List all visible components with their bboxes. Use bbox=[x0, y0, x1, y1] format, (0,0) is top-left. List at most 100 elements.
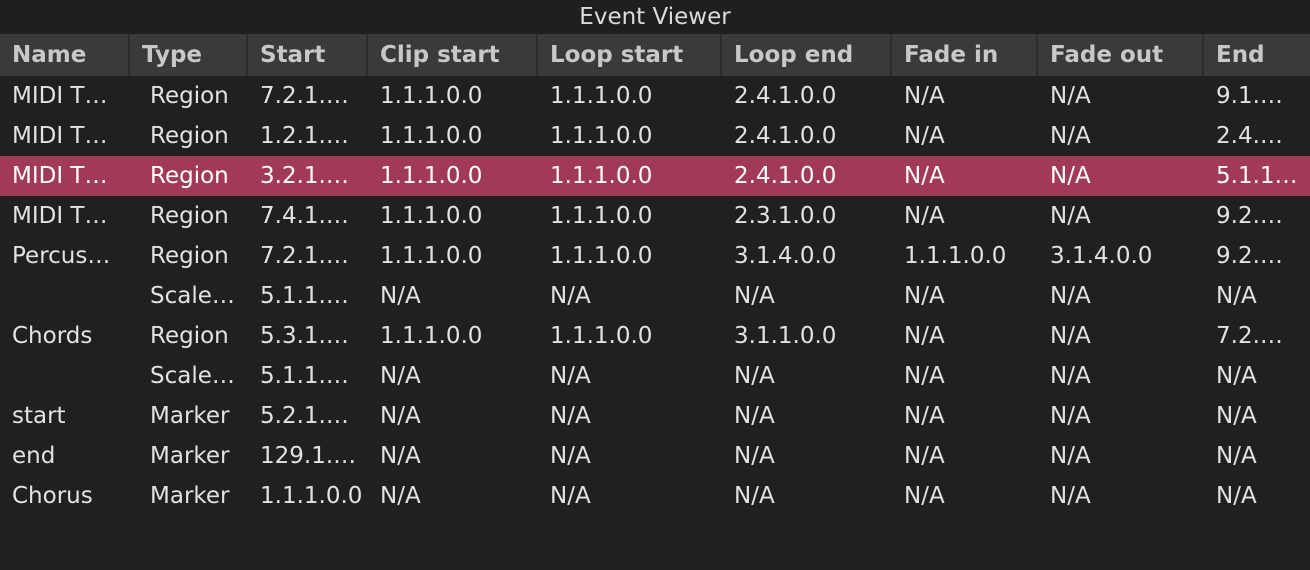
clip-start-cell: 1.1.1.0.0 bbox=[380, 243, 483, 269]
fade-out-cell: N/A bbox=[1050, 123, 1091, 149]
clip-start-cell: 1.1.1.0.0 bbox=[380, 83, 483, 109]
loop-start-cell: N/A bbox=[550, 363, 591, 389]
table-row[interactable]: Scale… 5.1.1.… N/A N/A N/A N/A N/A N/A bbox=[0, 276, 1310, 316]
start-cell: 5.1.1.… bbox=[260, 283, 349, 309]
start-cell: 7.2.1.… bbox=[260, 83, 349, 109]
fade-in-cell: 1.1.1.0.0 bbox=[904, 243, 1007, 269]
type-cell: Scale… bbox=[150, 283, 235, 309]
table-row[interactable]: Scale… 5.1.1.… N/A N/A N/A N/A N/A N/A bbox=[0, 356, 1310, 396]
end-cell: N/A bbox=[1216, 483, 1257, 509]
loop-start-cell: 1.1.1.0.0 bbox=[550, 323, 653, 349]
loop-start-cell: N/A bbox=[550, 403, 591, 429]
table-row[interactable]: MIDI T… Region 3.2.1.… 1.1.1.0.0 1.1.1.0.0 2.… bbox=[0, 156, 1310, 196]
fade-in-cell: N/A bbox=[904, 363, 945, 389]
fade-in-cell: N/A bbox=[904, 203, 945, 229]
loop-end-cell: N/A bbox=[734, 483, 775, 509]
column-header-fade-in[interactable]: Fade in bbox=[892, 34, 1038, 76]
clip-start-cell: 1.1.1.0.0 bbox=[380, 123, 483, 149]
column-header-end[interactable]: End bbox=[1216, 42, 1265, 68]
table-row[interactable]: end Marker 129.1.… N/A N/A N/A N/A N/A N/A bbox=[0, 436, 1310, 476]
loop-start-cell: 1.1.1.0.0 bbox=[550, 83, 653, 109]
type-cell: Scale… bbox=[150, 363, 235, 389]
table-row[interactable]: MIDI T… Region 7.2.1.… 1.1.1.0.0 1.1.1.0.0 2.… bbox=[0, 76, 1310, 116]
end-cell: 9.2.… bbox=[1216, 203, 1283, 229]
name-cell: Chorus bbox=[12, 483, 93, 509]
end-cell: 9.1.… bbox=[1216, 83, 1283, 109]
name-cell: MIDI T… bbox=[12, 83, 108, 109]
column-header-loop-start[interactable]: Loop start bbox=[538, 34, 722, 76]
type-cell: Region bbox=[150, 323, 229, 349]
fade-in-cell: N/A bbox=[904, 323, 945, 349]
clip-start-cell: N/A bbox=[380, 443, 421, 469]
type-cell: Region bbox=[150, 163, 229, 189]
column-header-clip-start[interactable]: Clip start bbox=[368, 34, 538, 76]
table-row[interactable]: Chords Region 5.3.1.… 1.1.1.0.0 1.1.1.0.0 3.1… bbox=[0, 316, 1310, 356]
end-cell: N/A bbox=[1216, 443, 1257, 469]
type-cell: Region bbox=[150, 123, 229, 149]
name-cell: MIDI T… bbox=[12, 203, 108, 229]
start-cell: 1.1.1.0.0 bbox=[260, 483, 363, 509]
clip-start-cell: N/A bbox=[380, 363, 421, 389]
clip-start-cell: N/A bbox=[380, 483, 421, 509]
loop-end-cell: N/A bbox=[734, 403, 775, 429]
fade-in-cell: N/A bbox=[904, 403, 945, 429]
start-cell: 1.2.1.… bbox=[260, 123, 349, 149]
clip-start-cell: N/A bbox=[380, 283, 421, 309]
clip-start-cell: 1.1.1.0.0 bbox=[380, 163, 483, 189]
loop-end-cell: 2.4.1.0.0 bbox=[734, 123, 837, 149]
table-row[interactable]: Percus… Region 7.2.1.… 1.1.1.0.0 1.1.1.0.0 3.… bbox=[0, 236, 1310, 276]
fade-in-cell: N/A bbox=[904, 123, 945, 149]
loop-start-cell: 1.1.1.0.0 bbox=[550, 243, 653, 269]
loop-end-cell: 2.3.1.0.0 bbox=[734, 203, 837, 229]
start-cell: 5.1.1.… bbox=[260, 363, 349, 389]
end-cell: N/A bbox=[1216, 363, 1257, 389]
name-cell: end bbox=[12, 443, 56, 469]
column-header-fade-out[interactable]: Fade out bbox=[1038, 34, 1204, 76]
end-cell: 5.1.1… bbox=[1216, 163, 1298, 189]
loop-start-cell: N/A bbox=[550, 443, 591, 469]
fade-out-cell: N/A bbox=[1050, 323, 1091, 349]
table-body: MIDI T… Region 7.2.1.… 1.1.1.0.0 1.1.1.0.0 2.… bbox=[0, 76, 1310, 516]
type-cell: Region bbox=[150, 83, 229, 109]
clip-start-cell: 1.1.1.0.0 bbox=[380, 203, 483, 229]
fade-out-cell: N/A bbox=[1050, 403, 1091, 429]
table-row[interactable]: start Marker 5.2.1.… N/A N/A N/A N/A N/A N/A bbox=[0, 396, 1310, 436]
loop-end-cell: 2.4.1.0.0 bbox=[734, 83, 837, 109]
clip-start-cell: 1.1.1.0.0 bbox=[380, 323, 483, 349]
fade-in-cell: N/A bbox=[904, 483, 945, 509]
loop-end-cell: 3.1.1.0.0 bbox=[734, 323, 837, 349]
type-cell: Marker bbox=[150, 403, 230, 429]
fade-out-cell: N/A bbox=[1050, 363, 1091, 389]
loop-start-cell: 1.1.1.0.0 bbox=[550, 163, 653, 189]
loop-start-cell: N/A bbox=[550, 283, 591, 309]
fade-out-cell: 3.1.4.0.0 bbox=[1050, 243, 1153, 269]
loop-start-cell: N/A bbox=[550, 483, 591, 509]
name-cell: Chords bbox=[12, 323, 93, 349]
loop-start-cell: 1.1.1.0.0 bbox=[550, 123, 653, 149]
end-cell: 9.2.… bbox=[1216, 243, 1283, 269]
loop-end-cell: N/A bbox=[734, 283, 775, 309]
fade-out-cell: N/A bbox=[1050, 83, 1091, 109]
type-cell: Marker bbox=[150, 483, 230, 509]
table-row[interactable]: MIDI T… Region 7.4.1.… 1.1.1.0.0 1.1.1.0.0 2.… bbox=[0, 196, 1310, 236]
name-cell: MIDI T… bbox=[12, 123, 108, 149]
loop-start-cell: 1.1.1.0.0 bbox=[550, 203, 653, 229]
start-cell: 5.3.1.… bbox=[260, 323, 349, 349]
column-header-loop-end[interactable]: Loop end bbox=[722, 34, 892, 76]
loop-end-cell: 2.4.1.0.0 bbox=[734, 163, 837, 189]
column-header-start[interactable]: Start bbox=[248, 34, 368, 76]
column-header-name[interactable]: Name bbox=[0, 34, 130, 76]
end-cell: N/A bbox=[1216, 403, 1257, 429]
end-cell: N/A bbox=[1216, 283, 1257, 309]
column-header-type[interactable]: Type bbox=[130, 34, 248, 76]
table-header: Name Type Start Clip start Loop start Lo… bbox=[0, 34, 1310, 76]
fade-in-cell: N/A bbox=[904, 283, 945, 309]
table-row[interactable]: Chorus Marker 1.1.1.0.0 N/A N/A N/A N/A N/A N/A bbox=[0, 476, 1310, 516]
name-cell: MIDI T… bbox=[12, 163, 108, 189]
loop-end-cell: N/A bbox=[734, 443, 775, 469]
table-row[interactable]: MIDI T… Region 1.2.1.… 1.1.1.0.0 1.1.1.0.0 2.… bbox=[0, 116, 1310, 156]
fade-out-cell: N/A bbox=[1050, 483, 1091, 509]
end-cell: 7.2.… bbox=[1216, 323, 1283, 349]
name-cell: start bbox=[12, 403, 66, 429]
